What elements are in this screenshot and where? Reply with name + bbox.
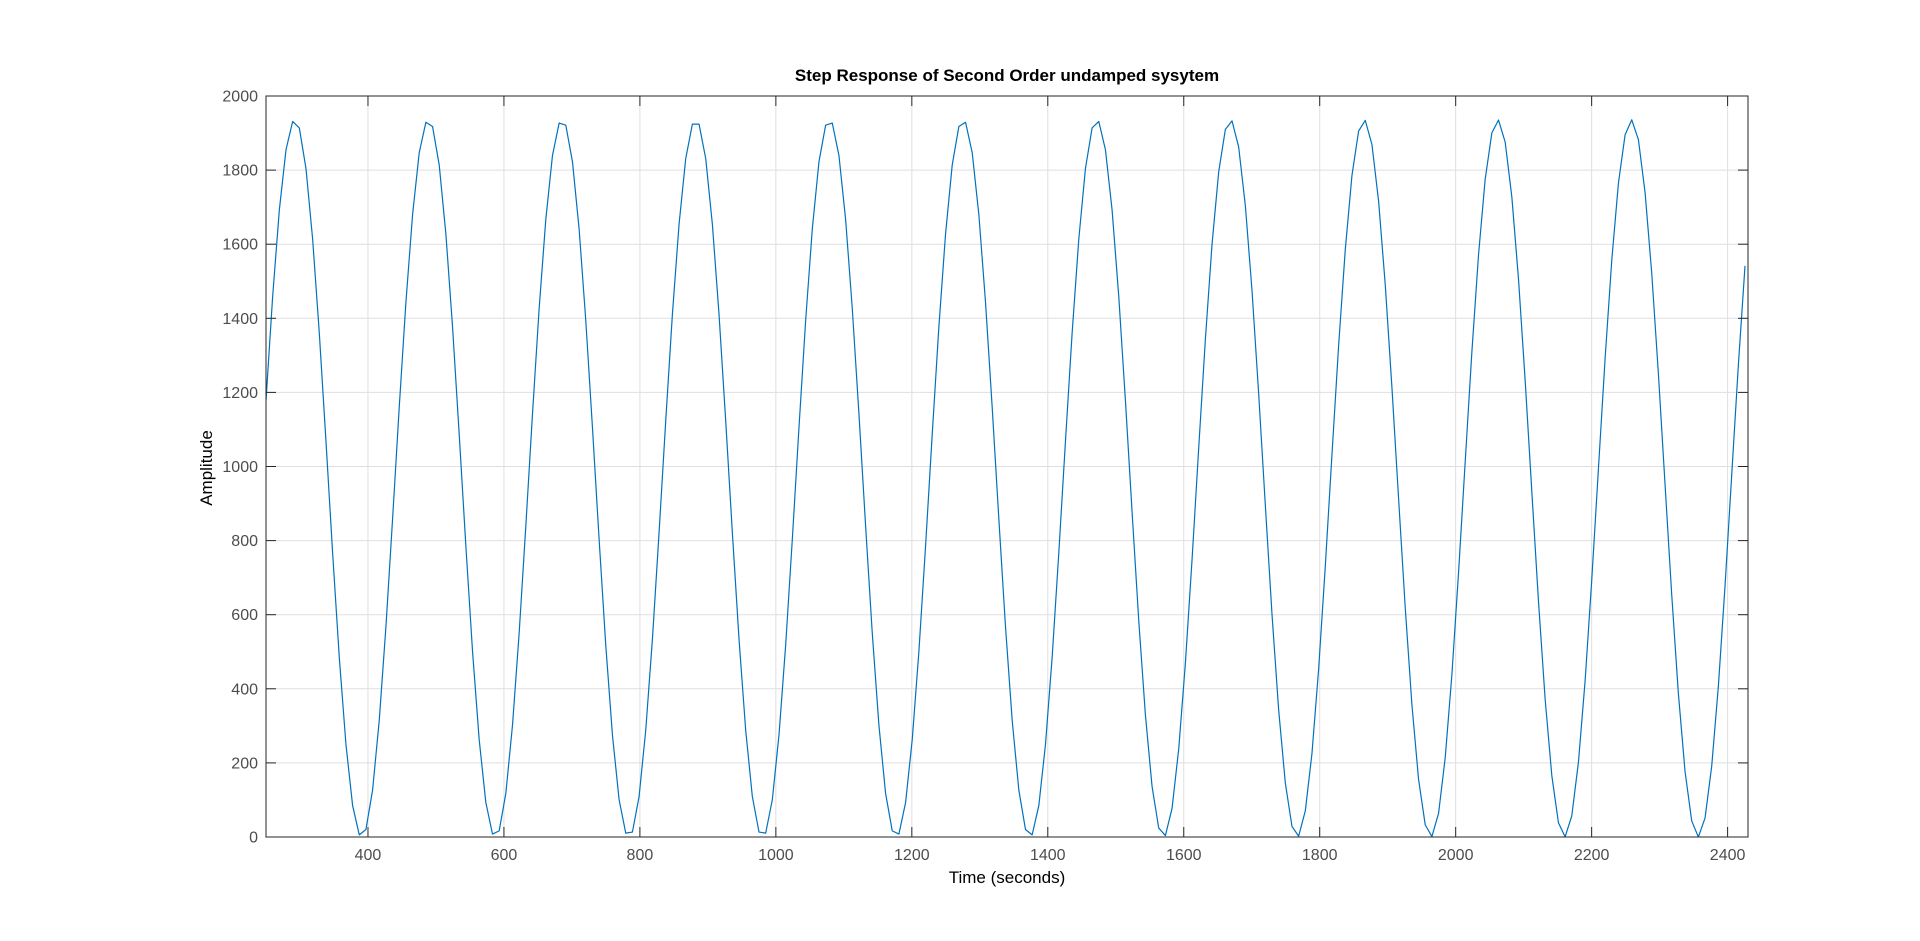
- plot-lines: [266, 119, 1746, 837]
- x-tick-label: 800: [627, 847, 654, 864]
- x-tick-label: 1000: [758, 847, 794, 864]
- x-tick-label: 1200: [894, 847, 930, 864]
- x-tick-label: 1400: [1030, 847, 1066, 864]
- y-tick-label: 200: [231, 755, 258, 772]
- tick-marks: [266, 95, 1748, 838]
- x-tick-label: 1600: [1166, 847, 1202, 864]
- grid-lines: [266, 95, 1748, 838]
- x-tick-labels: 400 600 800 1000 1200 1400 1600 1800 2000 2200 240…: [355, 847, 1746, 864]
- x-axis-label: Time (seconds): [949, 868, 1066, 887]
- series-line: [266, 119, 1746, 837]
- y-tick-label: 600: [231, 607, 258, 624]
- x-tick-label: 400: [355, 847, 382, 864]
- y-tick-label: 1600: [222, 237, 258, 254]
- y-axis-label: Amplitude: [197, 430, 216, 506]
- x-tick-label: 1800: [1302, 847, 1338, 864]
- y-tick-label: 0: [249, 830, 258, 847]
- y-tick-label: 1000: [222, 459, 258, 476]
- x-tick-label: 2000: [1438, 847, 1474, 864]
- y-tick-label: 400: [231, 681, 258, 698]
- chart-title: Step Response of Second Order undamped s…: [795, 66, 1219, 85]
- x-tick-label: 600: [491, 847, 518, 864]
- y-tick-label: 2000: [222, 89, 258, 106]
- y-tick-label: 800: [231, 533, 258, 550]
- x-tick-label: 2200: [1574, 847, 1610, 864]
- x-tick-label: 2400: [1710, 847, 1746, 864]
- y-tick-label: 1200: [222, 385, 258, 402]
- y-tick-label: 1400: [222, 311, 258, 328]
- y-tick-labels: 0 200 400 600 800 1000 1200 1400 1600 1800 2000: [222, 89, 258, 847]
- y-tick-label: 1800: [222, 163, 258, 180]
